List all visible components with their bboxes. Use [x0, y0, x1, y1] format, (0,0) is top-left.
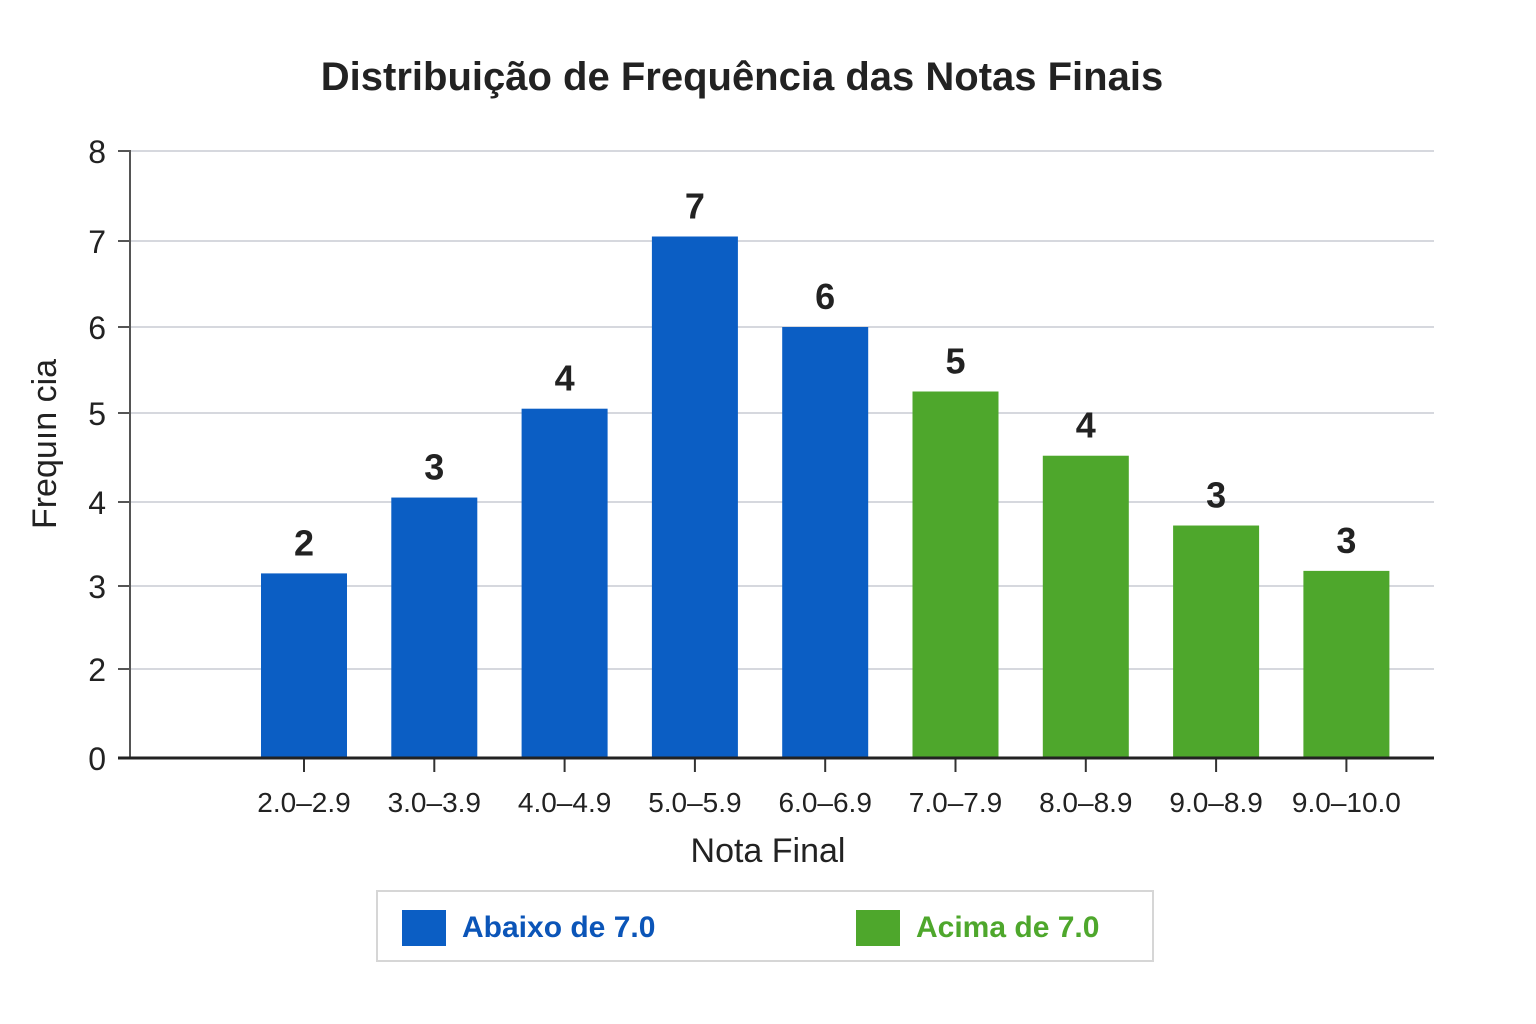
legend-label-above: Acima de 7.0: [916, 911, 1100, 944]
legend-swatch-above: [856, 910, 900, 946]
x-tick-label: 3.0–3.9: [388, 787, 481, 818]
data-labels: 2 3 4 7 6 5 4 3 3: [294, 186, 1356, 564]
data-label-9: 3: [1336, 520, 1356, 561]
y-tick-label: 4: [88, 485, 106, 521]
bars: [261, 236, 1390, 758]
data-label-3: 4: [555, 358, 575, 399]
data-label-7: 4: [1076, 405, 1096, 446]
x-axis-label: Nota Final: [691, 832, 846, 870]
data-label-1: 2: [294, 522, 314, 563]
data-label-8: 3: [1206, 475, 1226, 516]
bar-3: [521, 408, 608, 758]
chart-title: Distribuição de Frequência das Notas Fin…: [321, 55, 1163, 99]
y-tick-label: 5: [88, 396, 106, 432]
y-tick-label: 0: [88, 741, 106, 777]
x-axis-ticks: 2.0–2.9 3.0–3.9 4.0–4.9 5.0–5.9 6.0–6.9 7.0–7…: [257, 758, 1401, 818]
y-axis-ticks: 0 2 3 4 5 6 7 8: [88, 134, 130, 777]
bar-4: [651, 236, 738, 758]
bar-1: [261, 573, 347, 758]
bar-2: [391, 497, 478, 758]
legend: Abaixo de 7.0 Acima de 7.0: [376, 890, 1154, 962]
legend-label-below: Abaixo de 7.0: [462, 911, 656, 944]
x-tick-label: 8.0–8.9: [1039, 787, 1132, 818]
y-tick-label: 8: [88, 134, 106, 170]
bar-9: [1303, 570, 1390, 758]
y-tick-label: 7: [88, 224, 106, 260]
bar-7: [1042, 455, 1129, 758]
x-tick-label: 9.0–8.9: [1169, 787, 1262, 818]
legend-item-below: Abaixo de 7.0: [402, 910, 655, 946]
bar-6: [912, 391, 999, 758]
data-label-2: 3: [424, 447, 444, 488]
bar-8: [1173, 525, 1260, 758]
data-label-6: 5: [945, 341, 965, 382]
y-axis-label: Frequın cia: [26, 359, 64, 529]
x-tick-label: 2.0–2.9: [257, 787, 350, 818]
data-label-4: 7: [685, 186, 705, 227]
x-tick-label: 7.0–7.9: [909, 787, 1002, 818]
legend-swatch-below: [402, 910, 446, 946]
gridlines: [130, 150, 1434, 670]
legend-item-above: Acima de 7.0: [856, 910, 1099, 946]
y-tick-label: 3: [88, 569, 106, 605]
x-tick-label: 5.0–5.9: [648, 787, 741, 818]
x-tick-label: 9.0–10.0: [1292, 787, 1401, 818]
bar-5: [782, 327, 869, 758]
x-tick-label: 4.0–4.9: [518, 787, 611, 818]
y-tick-label: 2: [88, 652, 106, 688]
data-label-5: 6: [815, 276, 835, 317]
y-tick-label: 6: [88, 310, 106, 346]
x-tick-label: 6.0–6.9: [778, 787, 871, 818]
